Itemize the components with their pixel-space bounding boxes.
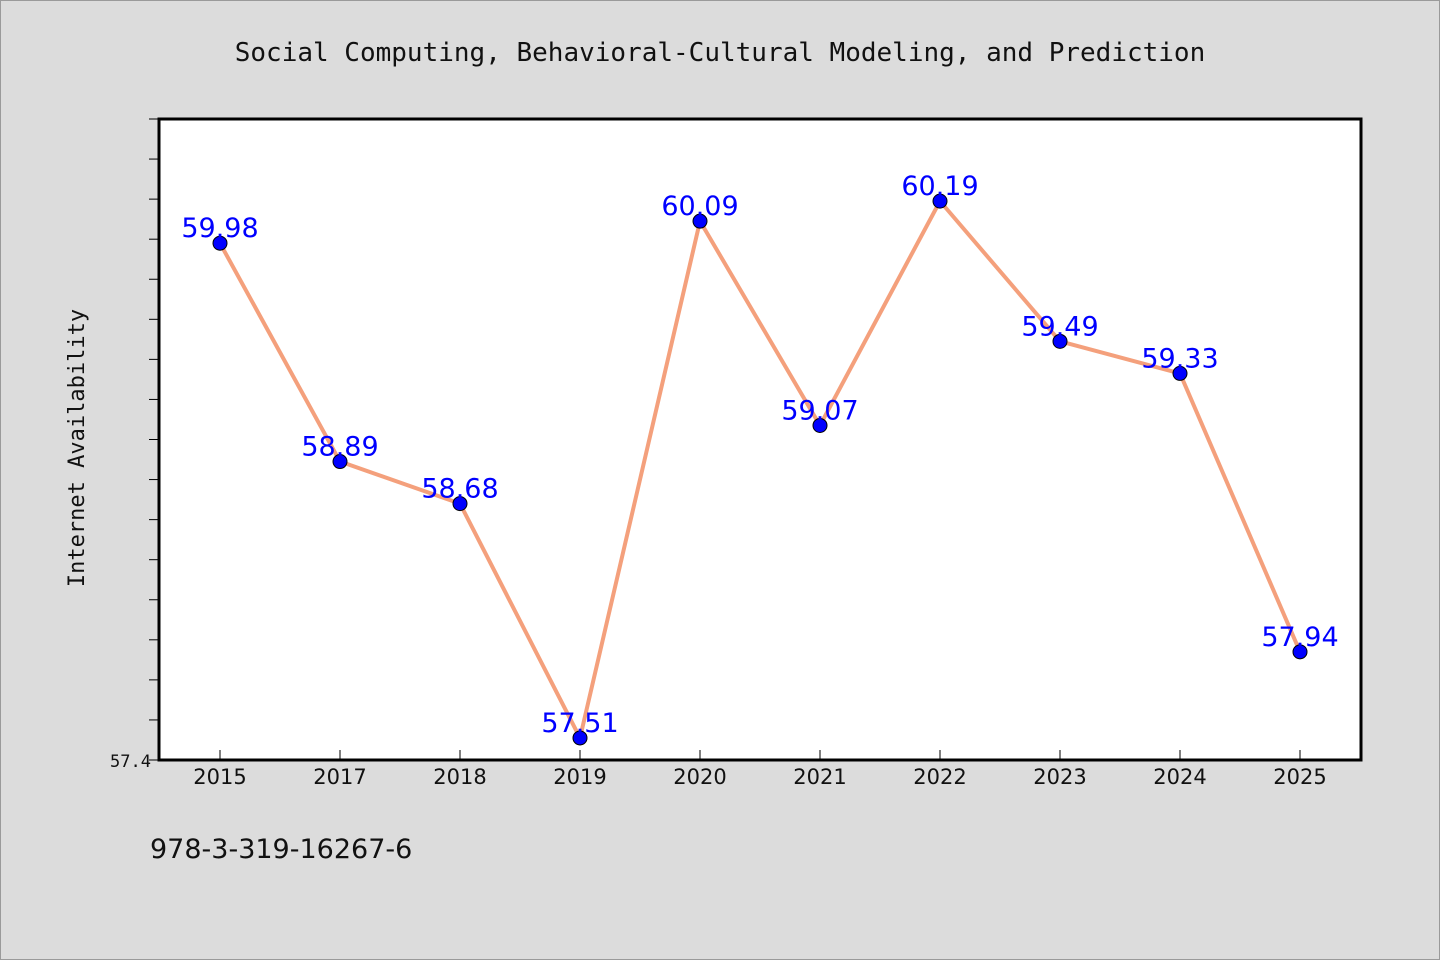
x-tick-label: 2023	[1033, 765, 1086, 789]
data-label: 57.94	[1261, 622, 1338, 653]
data-point	[1172, 365, 1188, 381]
x-tick-label: 2024	[1153, 765, 1206, 789]
x-tick-label: 2019	[553, 765, 606, 789]
data-point	[572, 730, 588, 746]
data-label: 59.98	[181, 213, 258, 244]
data-label: 59.49	[1021, 311, 1098, 342]
x-tick-label: 2022	[913, 765, 966, 789]
data-label: 58.89	[301, 432, 378, 463]
data-point	[452, 496, 468, 512]
data-label: 60.19	[901, 171, 978, 202]
data-point	[332, 454, 348, 470]
series-group: 59.98 58.89 58.68 57.51 60.09 59.07 60.19 59.49…	[181, 171, 1339, 746]
series-line	[218, 199, 1302, 740]
data-label: 57.51	[541, 708, 618, 739]
plot-area	[157, 117, 1363, 762]
x-tick-label: 2017	[313, 765, 366, 789]
x-axis-ticks: 2015 2017 2018 2019 2020 2021 2022 2023 2024 2025	[193, 750, 1327, 789]
x-tick-label: 2021	[793, 765, 846, 789]
x-tick-label: 2015	[193, 765, 246, 789]
data-label: 60.09	[661, 191, 738, 222]
x-tick-label: 2025	[1273, 765, 1326, 789]
data-point	[212, 235, 228, 251]
data-point	[812, 417, 828, 433]
data-point	[692, 213, 708, 229]
data-label: 59.07	[781, 395, 858, 426]
x-tick-label: 2020	[673, 765, 726, 789]
data-point	[1292, 644, 1308, 660]
data-point	[932, 193, 948, 209]
data-label: 58.68	[421, 474, 498, 505]
data-point	[1052, 333, 1068, 349]
y-axis-label: Internet Availability	[65, 309, 90, 587]
data-label: 59.33	[1141, 343, 1218, 374]
isbn-code: 978-3-319-16267-6	[150, 834, 413, 865]
y-tick-label: 57.4	[110, 752, 151, 772]
y-axis-ticks: 57.4	[110, 118, 159, 772]
x-tick-label: 2018	[433, 765, 486, 789]
chart-title: Social Computing, Behavioral-Cultural Mo…	[235, 38, 1206, 68]
